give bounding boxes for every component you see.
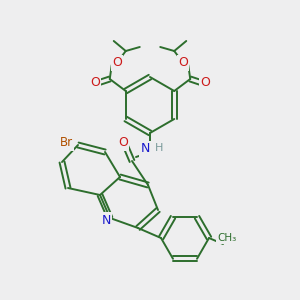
Text: O: O (200, 76, 210, 89)
Text: O: O (112, 56, 122, 70)
Text: N: N (101, 214, 111, 226)
Text: O: O (178, 56, 188, 70)
Text: N: N (140, 142, 150, 155)
Text: O: O (90, 76, 100, 89)
Text: CH₃: CH₃ (217, 233, 236, 243)
Text: Br: Br (59, 136, 73, 149)
Text: O: O (118, 136, 128, 149)
Text: N: N (101, 214, 111, 226)
Text: H: H (155, 143, 163, 153)
